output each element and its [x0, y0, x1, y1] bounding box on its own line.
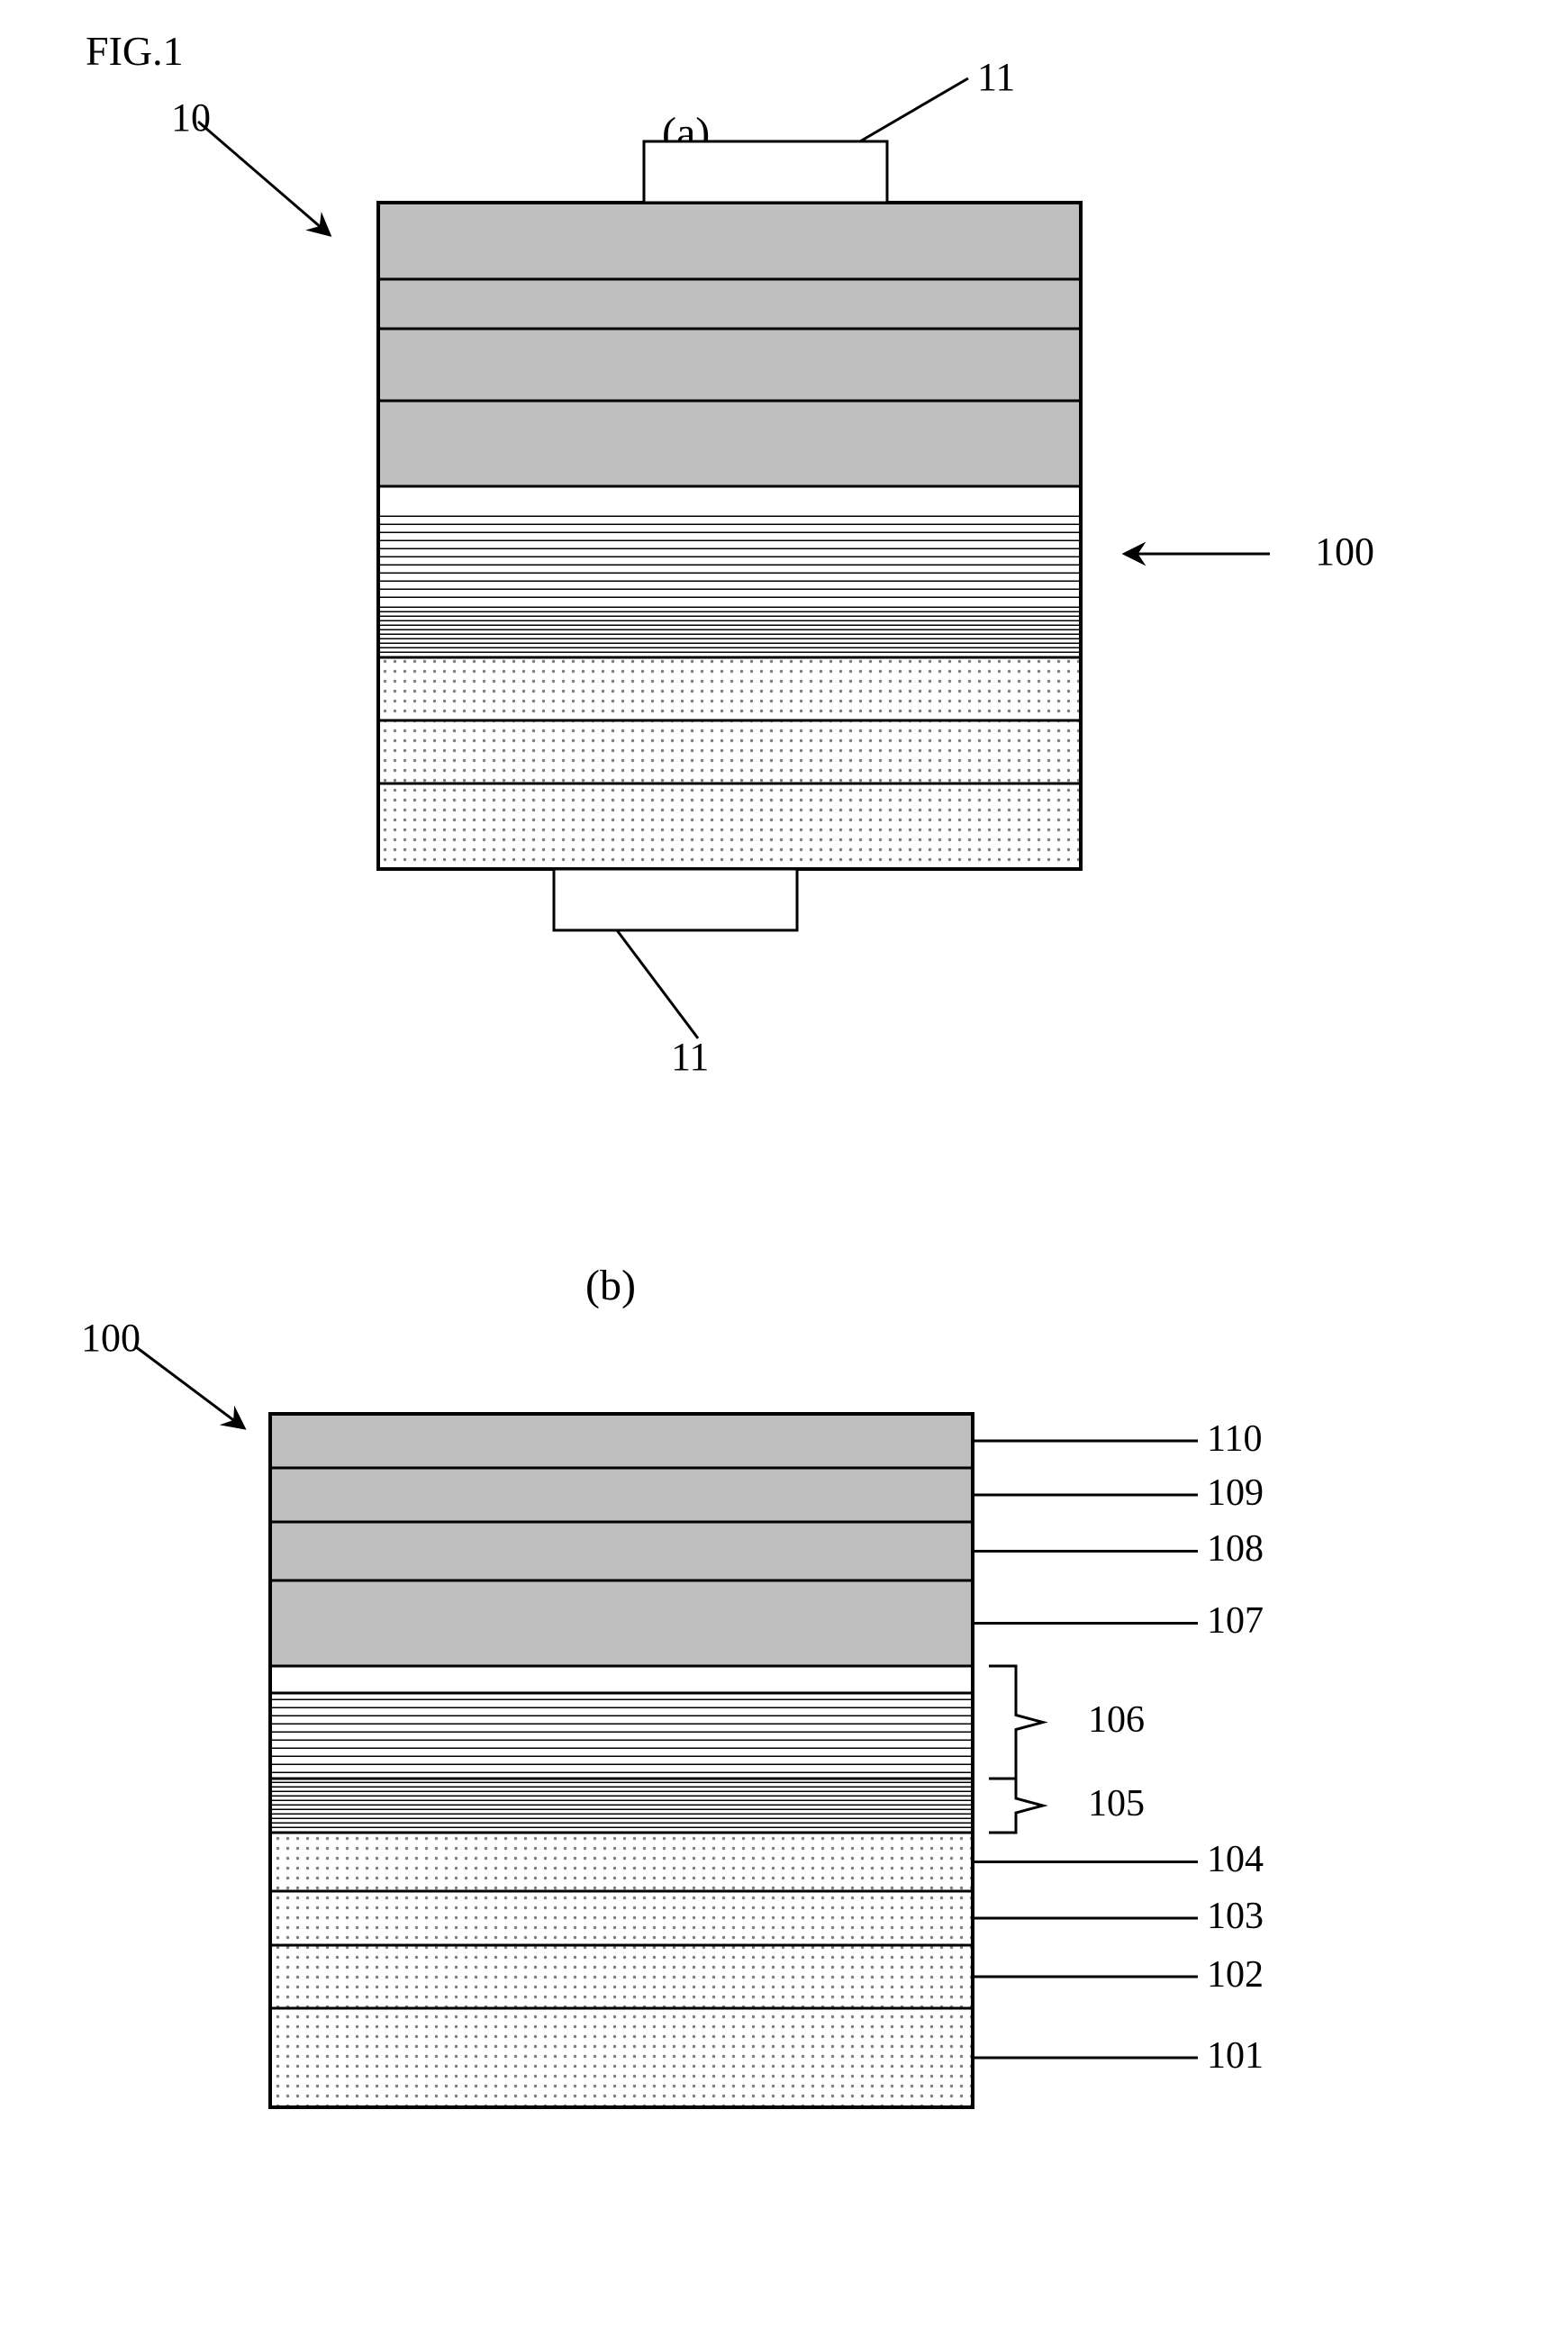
layer-label-109: 109: [1207, 1471, 1264, 1515]
layer-label-104: 104: [1207, 1838, 1264, 1881]
callout-100-label: 100: [81, 1315, 140, 1361]
layer-label-108: 108: [1207, 1527, 1264, 1571]
page: FIG.1 (a) 10 11 100 11 (b) 100 110 109 108 107 104 10…: [0, 0, 1568, 2327]
layer-label-101: 101: [1207, 2034, 1264, 2078]
figure-title: FIG.1: [86, 27, 184, 75]
callout-10: 10: [171, 95, 211, 140]
layer-label-102: 102: [1207, 1953, 1264, 1997]
callout-100-arrow: 100: [1315, 529, 1374, 575]
layer-label-103: 103: [1207, 1895, 1264, 1938]
subfigure-a-label: (a): [662, 108, 710, 158]
layer-label-110: 110: [1207, 1417, 1262, 1461]
brace-label-106: 106: [1088, 1698, 1145, 1742]
subfigure-b-label: (b): [585, 1261, 636, 1310]
brace-label-105: 105: [1088, 1782, 1145, 1825]
callout-11-top: 11: [977, 54, 1015, 100]
callout-11-bottom: 11: [671, 1034, 709, 1080]
layer-label-107: 107: [1207, 1599, 1264, 1643]
